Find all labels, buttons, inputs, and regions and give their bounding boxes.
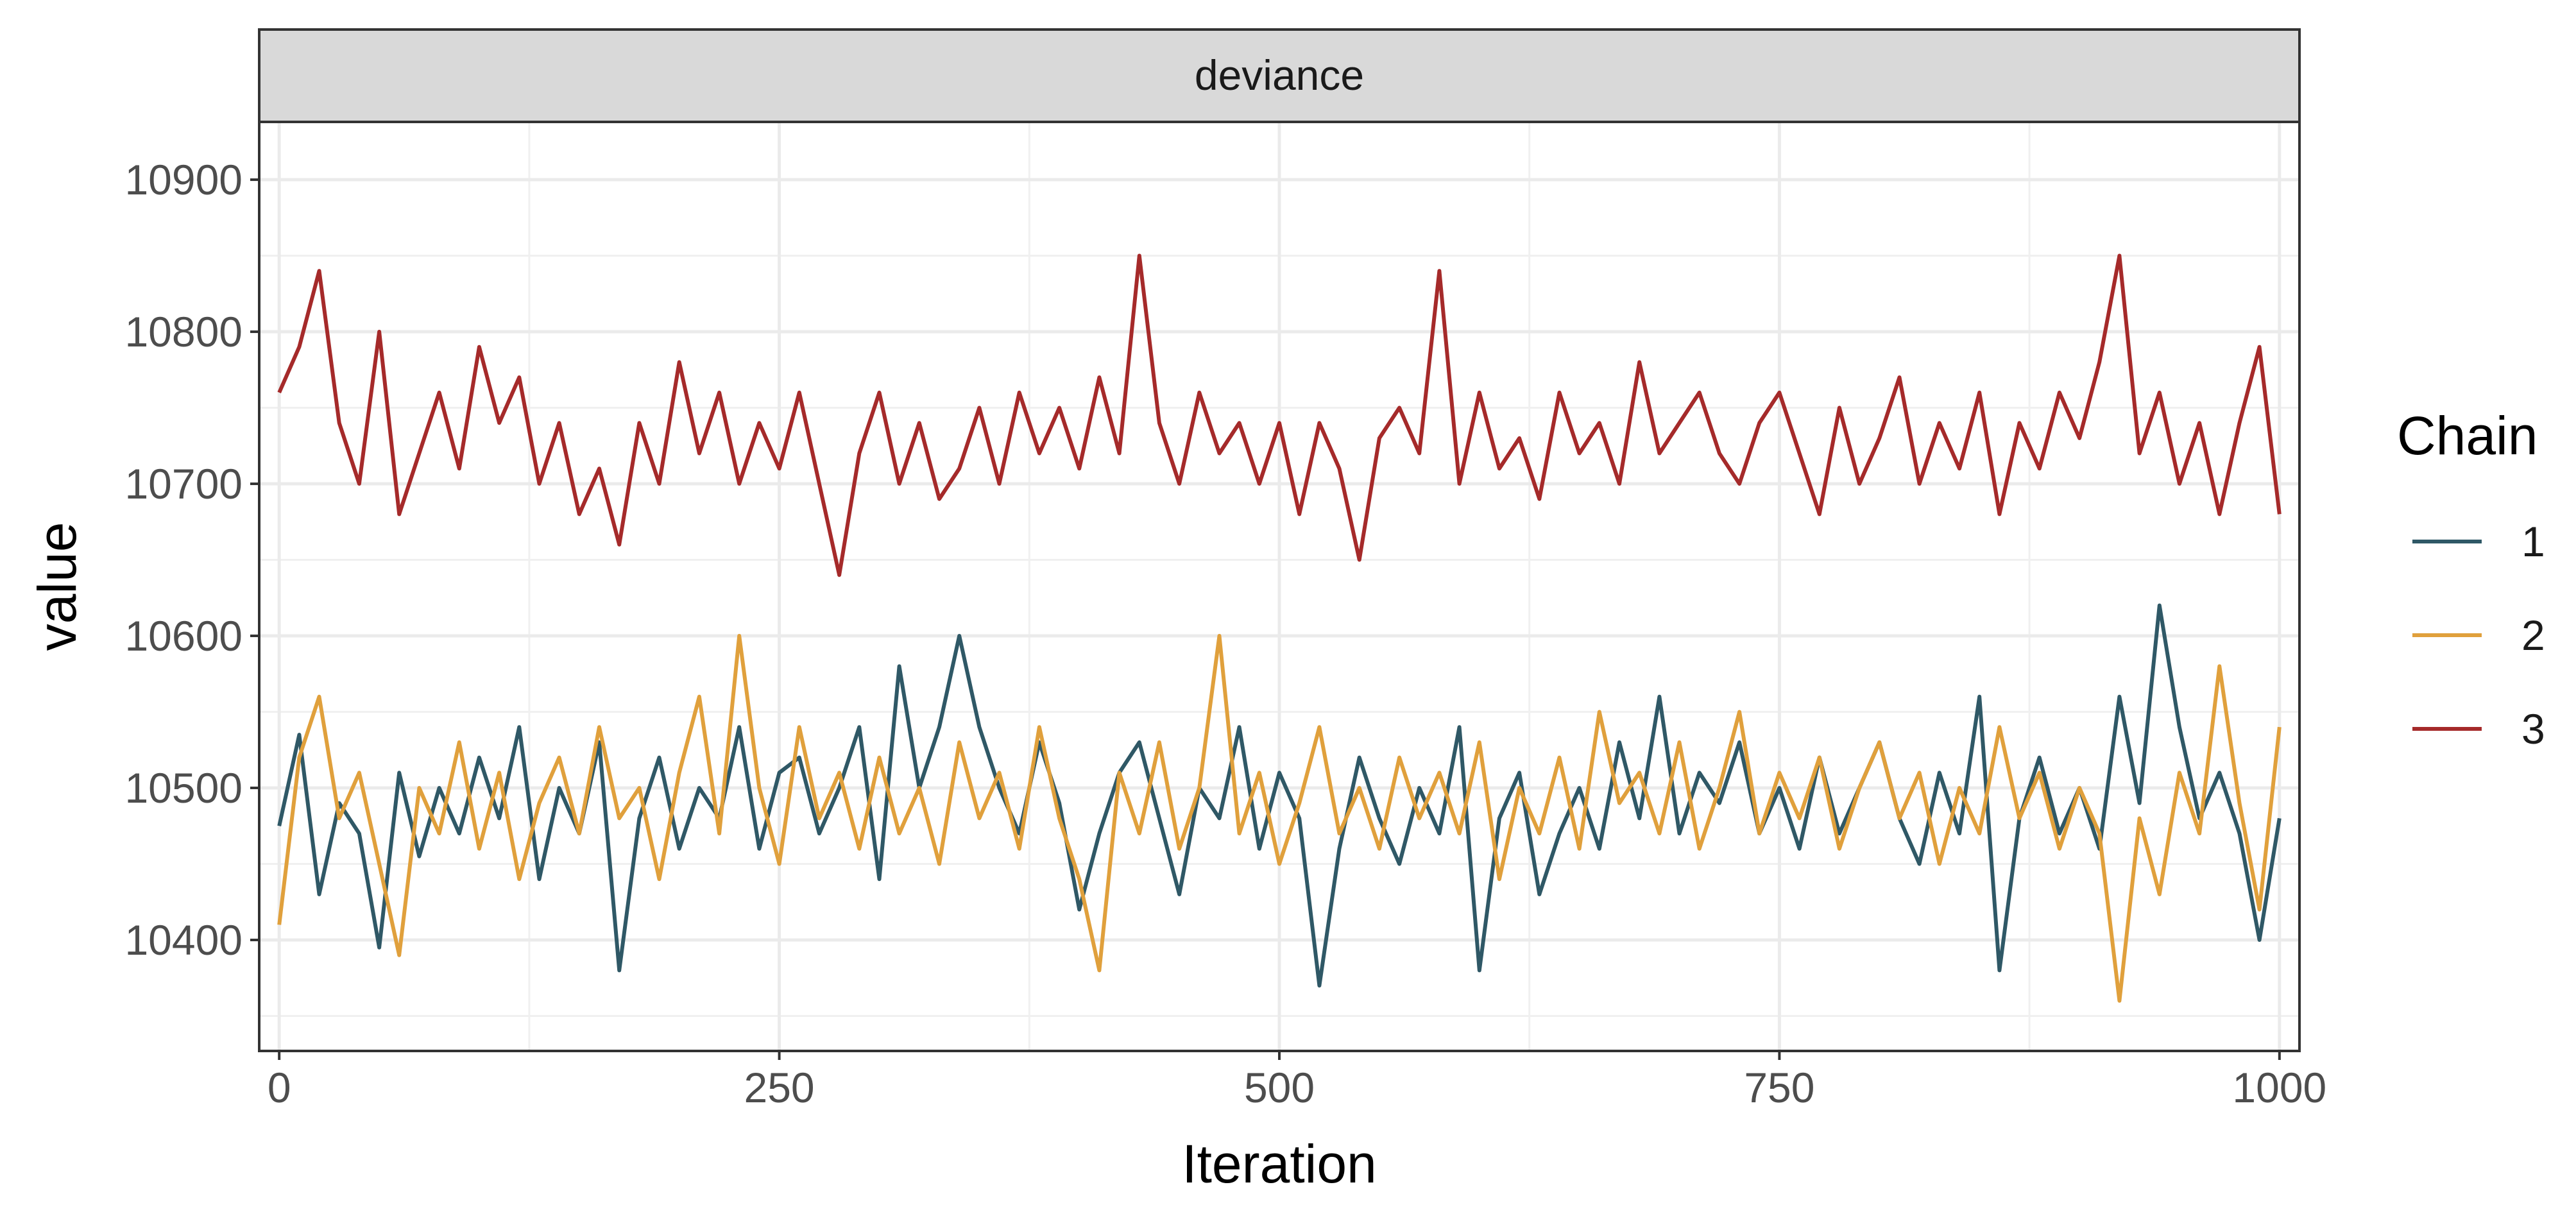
series-line-chain-1 xyxy=(277,603,2282,988)
y-tick-label: 10500 xyxy=(124,764,243,812)
x-tick-label: 0 xyxy=(268,1064,291,1111)
x-tick-label: 500 xyxy=(1244,1064,1315,1111)
y-tick-label: 10700 xyxy=(124,460,243,508)
y-axis-title: value xyxy=(27,522,87,651)
legend: Chain 1 2 3 xyxy=(2397,405,2545,753)
y-tick-label: 10400 xyxy=(124,916,243,964)
plot-panel xyxy=(258,121,2301,1052)
series-line-chain-3 xyxy=(277,253,2282,577)
legend-keys: 1 2 3 xyxy=(2412,518,2545,753)
legend-label-1: 1 xyxy=(2521,518,2545,565)
y-tick-label: 10800 xyxy=(124,308,243,355)
facet-strip xyxy=(258,28,2301,123)
series-line-chain-2 xyxy=(277,634,2282,1003)
legend-label-2: 2 xyxy=(2521,611,2545,659)
y-tick-label: 10600 xyxy=(124,612,243,660)
x-tick-label: 1000 xyxy=(2232,1064,2326,1111)
x-axis-ticks: 0 250 500 750 1000 xyxy=(268,1051,2326,1111)
x-tick-label: 750 xyxy=(1744,1064,1814,1111)
x-axis-title: Iteration xyxy=(1182,1134,1377,1194)
series-lines xyxy=(277,253,2282,1003)
facet-strip-label: deviance xyxy=(1195,51,1364,99)
legend-label-3: 3 xyxy=(2521,705,2545,753)
y-axis-ticks: 10400 10500 10600 10700 10800 10900 xyxy=(124,156,259,964)
y-tick-label: 10900 xyxy=(124,156,243,203)
legend-title: Chain xyxy=(2397,405,2538,466)
x-tick-label: 250 xyxy=(744,1064,815,1111)
